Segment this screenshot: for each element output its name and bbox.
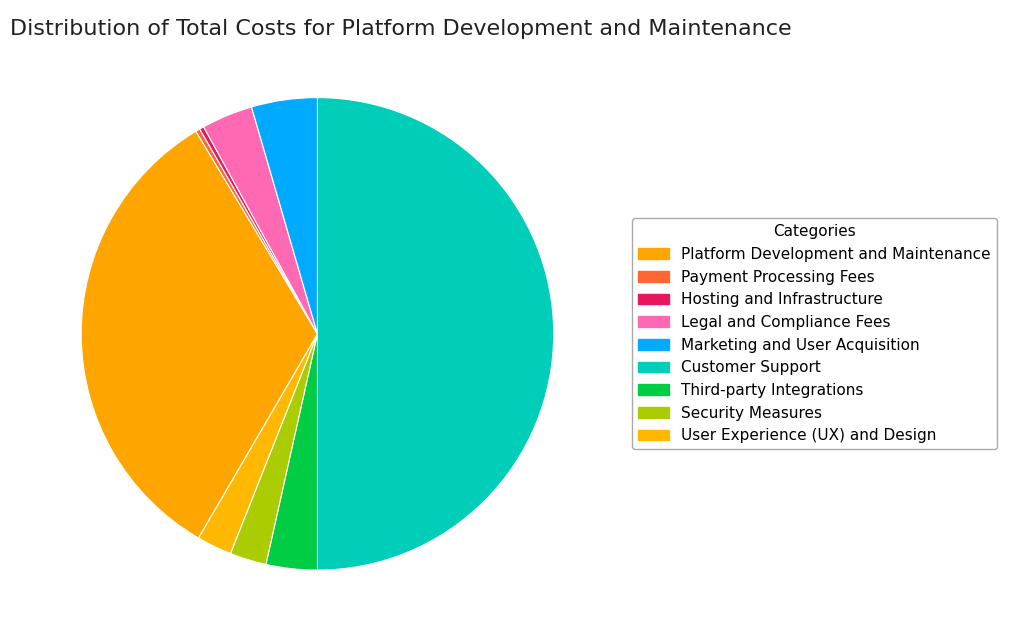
Wedge shape	[81, 131, 317, 538]
Wedge shape	[196, 129, 317, 334]
Wedge shape	[200, 127, 317, 334]
Wedge shape	[266, 334, 317, 570]
Wedge shape	[317, 98, 554, 570]
Legend: Platform Development and Maintenance, Payment Processing Fees, Hosting and Infra: Platform Development and Maintenance, Pa…	[632, 218, 996, 449]
Wedge shape	[199, 334, 317, 553]
Wedge shape	[230, 334, 317, 564]
Wedge shape	[252, 98, 317, 334]
Text: Distribution of Total Costs for Platform Development and Maintenance: Distribution of Total Costs for Platform…	[10, 19, 792, 39]
Wedge shape	[204, 107, 317, 334]
